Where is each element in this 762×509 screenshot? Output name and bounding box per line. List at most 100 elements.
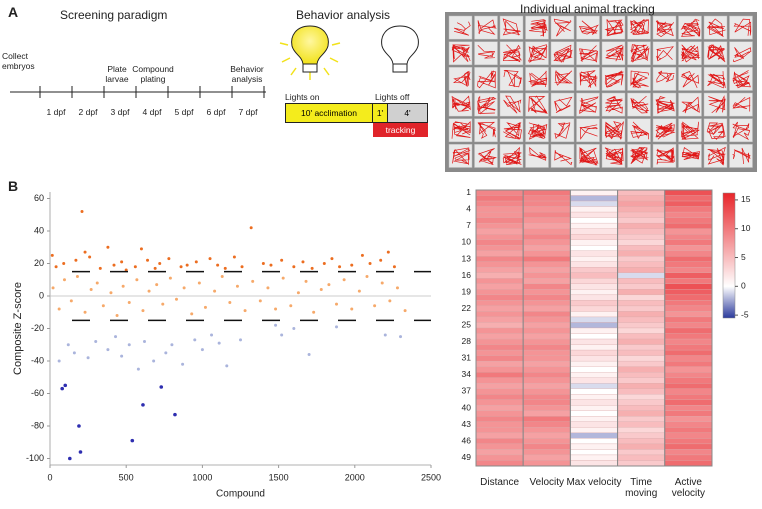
heat-cell [475,234,524,240]
x-tick-label: 1000 [192,472,212,482]
heat-cell [664,294,713,301]
heat-cell [475,200,524,207]
heat-cell [523,200,571,207]
panel-label: B [8,178,19,194]
point [62,262,66,265]
point [120,260,124,264]
heat-cell [617,294,665,301]
point [141,403,145,407]
track [732,47,752,63]
point [269,263,273,267]
heat-cell [523,360,571,367]
x-tick-label: 0 [47,472,52,482]
point [194,260,198,264]
heat-cell [570,195,618,202]
heat-cell [570,234,618,240]
heat-cell [475,294,524,301]
point [208,257,212,261]
heat-cell [475,349,524,356]
point [72,351,76,355]
track [477,70,497,89]
point [75,275,79,278]
heat-cell [523,211,571,218]
track [706,122,726,140]
heat-cell [617,311,665,318]
heat-cell [475,394,524,400]
track [732,70,751,89]
heat-cell [570,454,618,461]
heat-cell [475,366,524,373]
point [338,265,342,269]
heat-cell [617,272,665,279]
point [281,276,285,280]
y-tick-label: -20 [31,323,44,333]
y-tick-label: 20 [34,258,44,268]
point [280,258,284,262]
heat-cell [664,338,713,345]
heat-cell [523,372,571,378]
heat-cell [523,333,571,340]
heat-cell [617,300,665,307]
heat-cell [617,432,665,439]
column-label: Distance [480,477,520,488]
point [210,333,214,337]
track [553,44,573,63]
heat-cell [475,410,524,417]
heat-cell [664,228,713,235]
heat-cell [475,211,524,218]
row-label: 25 [462,319,472,329]
point [146,258,150,262]
point [69,299,73,303]
heat-cell [617,372,665,378]
track [681,71,700,89]
heat-cell [475,256,524,262]
heat-cell [523,311,571,318]
heat-cell [523,405,571,411]
heat-cell [475,289,524,296]
heat-cell [664,211,713,218]
heat-cell [664,349,713,356]
point [159,385,164,389]
heat-cell [664,344,713,351]
point [141,309,145,313]
heat-cell [475,405,524,411]
point [114,335,118,339]
well [448,15,473,40]
point [292,265,296,269]
well [729,92,753,117]
heat-cell [617,211,665,218]
point [78,450,83,454]
heat-cell [475,222,524,229]
point [350,307,354,311]
point [258,299,262,303]
heat-cell [523,388,571,395]
heat-cell [617,200,665,207]
point [235,284,239,288]
heat-cell [617,267,665,273]
heat-cell [475,305,524,312]
point [182,286,186,290]
heat-cell [664,454,713,461]
point [88,255,92,259]
column-frame [664,189,713,467]
heat-cell [617,283,665,290]
heat-cell [523,267,571,273]
heat-cell [570,267,618,273]
heat-cell [523,322,571,329]
point [174,297,178,301]
heat-cell [475,206,524,213]
heat-cell [664,405,713,411]
point [109,291,113,295]
point [158,262,162,265]
row-label: 10 [462,237,472,247]
point [142,340,146,343]
heat-cell [570,222,618,229]
heat-cell [570,327,618,334]
track [451,44,471,63]
heat-cell [523,432,571,439]
track [579,96,599,114]
track [732,147,751,165]
point [239,338,242,342]
x-axis-label: Compound [216,489,265,500]
